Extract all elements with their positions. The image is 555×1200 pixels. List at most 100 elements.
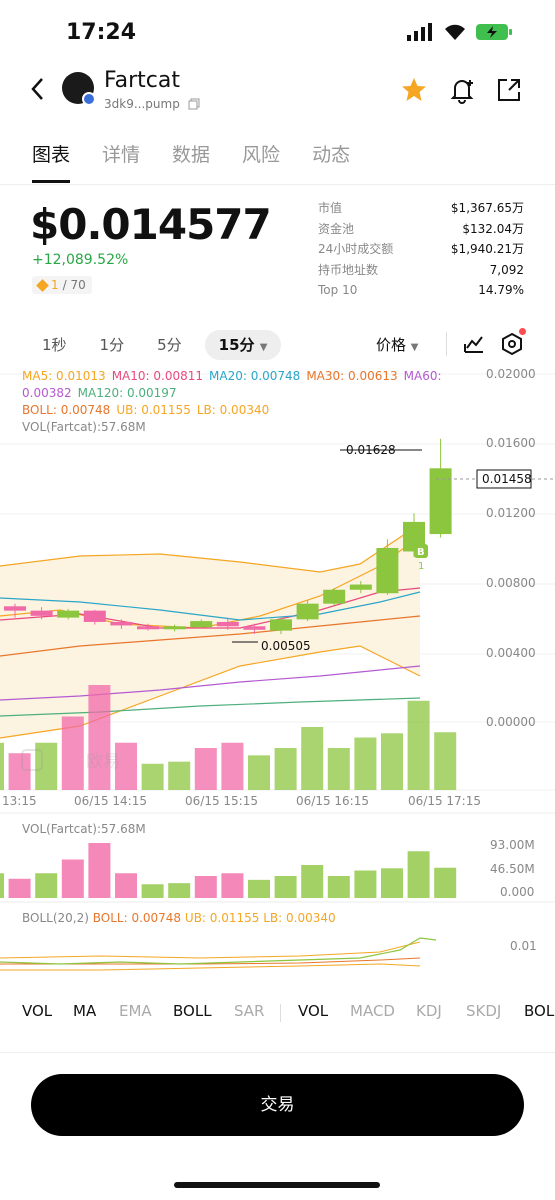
interval-1s[interactable]: 1秒 [42,336,67,354]
indicator-chart-icon[interactable] [462,332,486,356]
boll-panel-legend: BOLL(20,2) BOLL: 0.00748 UB: 0.01155 LB:… [22,911,336,925]
candlestick-chart[interactable]: 欧易 0.01628 0.00505 0.01458 B 1 0.02000 0… [0,366,555,1006]
stat-label: 持币地址数 [318,262,379,277]
vol-y-tick: 93.00M [490,838,535,852]
ind-tab-sar[interactable]: SAR [234,1002,265,1020]
y-tick: 0.00400 [486,646,536,660]
battery-icon [476,24,512,40]
boll-panel-lines [0,937,437,971]
ind-tab-vol[interactable]: VOL [22,1002,53,1020]
legend-boll: BOLL: 0.00748 [22,403,111,417]
candle-body [216,621,239,627]
candles [4,438,452,635]
price-change: +12,089.52% [32,252,129,268]
boll-panel-mid [0,957,421,965]
legend-lb: LB: 0.00340 [196,403,270,417]
ind-tab-ma[interactable]: MA [73,1002,97,1020]
overlay-volume-bar [381,733,403,790]
price-alert-bell-icon[interactable] [448,76,476,104]
interval-5m[interactable]: 5分 [157,336,182,354]
stat-label: 市值 [318,201,343,215]
volume-bar [327,876,350,898]
tab-activity[interactable]: 动态 [312,144,351,166]
stat-value: $1,367.65万 [450,201,524,215]
boll-band-fill [0,524,420,738]
candle-body [137,626,159,630]
x-tick: 06/15 17:15 [408,794,481,808]
tab-risk[interactable]: 风险 [242,144,281,166]
ind-tab-skdj[interactable]: SKDJ [466,1002,502,1020]
candle-body [296,603,319,620]
bottom-divider [0,1052,555,1053]
interval-1m[interactable]: 1分 [99,336,125,354]
share-icon[interactable] [495,76,523,104]
overlay-volume-bar [168,761,191,790]
candle-body [429,468,452,535]
volume-bar [61,859,84,898]
chart-settings-icon[interactable] [500,332,524,356]
overlay-volume-bar [88,685,111,790]
y-tick: 0.01200 [486,506,536,520]
status-time: 17:24 [66,20,137,45]
token-address: 3dk9...pump [104,97,180,111]
wifi-icon [445,24,465,40]
overlay-volume-bar [354,737,377,790]
token-name: Fartcat [104,68,180,93]
stat-value: $132.04万 [462,221,524,236]
legend-ub: UB: 0.01155 [116,403,191,417]
price-mode-dropdown[interactable]: 价格 ▼ [376,334,419,355]
favorite-star-icon[interactable] [400,76,428,104]
ind-tab-divider [280,1004,281,1022]
stat-value: 7,092 [489,262,524,277]
volume-bar [35,873,58,898]
volume-bar [88,843,111,898]
ind-tab-sub-vol[interactable]: VOL [298,1002,329,1020]
rank-total: / 70 [62,278,86,292]
ind-tab-macd[interactable]: MACD [350,1002,395,1020]
overlay-volume-bar [35,742,58,790]
ind-tab-boll[interactable]: BOLL [173,1002,212,1020]
current-price-tag-text: 0.01458 [482,472,532,486]
ind-tab-ema[interactable]: EMA [119,1002,152,1020]
legend-ma60: MA60: [403,369,442,383]
tab-chart[interactable]: 图表 [32,140,71,183]
ma-line [0,665,421,701]
copy-icon[interactable] [188,98,200,110]
boll-panel-lb: LB: 0.00340 [263,911,335,925]
y-tick: 0.00800 [486,576,536,590]
overlay-volume-bar [274,748,297,790]
ind-tab-kdj[interactable]: KDJ [416,1002,442,1020]
watermark-text: 欧易 [86,752,120,771]
tab-details[interactable]: 详情 [102,144,141,166]
volume-bar [434,867,457,898]
boll-panel-lower [0,963,421,971]
volume-bar [301,865,324,898]
buy-marker-icon[interactable] [414,544,428,558]
trade-button[interactable]: 交易 [31,1074,524,1136]
overlay-volume-bar [61,716,84,790]
ind-tab-sub-boll[interactable]: BOLL [524,1002,555,1020]
boll-upper-line [0,523,421,573]
legend-ma60-value: 0.00382 [22,386,72,400]
volume-bar [354,870,377,898]
volume-bar [194,876,217,898]
candle-body [57,610,80,618]
interval-15m[interactable]: 15分 ▼ [204,330,282,360]
tabs-divider [0,184,555,185]
volume-bar [0,873,4,898]
candle-body [110,621,133,626]
back-arrow-icon[interactable] [26,74,50,104]
x-tick: 13:15 [2,794,37,808]
tab-data[interactable]: 数据 [172,144,211,166]
chevron-down-icon: ▼ [259,342,268,353]
interval-15m-label: 15分 [218,336,255,354]
boll-panel-ub: UB: 0.01155 [185,911,260,925]
candle-body [349,584,372,590]
rank-diamond-icon [36,278,49,292]
ma-line [0,615,421,657]
overlay-volume-bar [248,755,270,790]
candle-body [190,621,213,628]
overlay-volume-bar [327,748,350,790]
toolbar-divider [446,332,447,356]
volume-bar [381,868,403,898]
